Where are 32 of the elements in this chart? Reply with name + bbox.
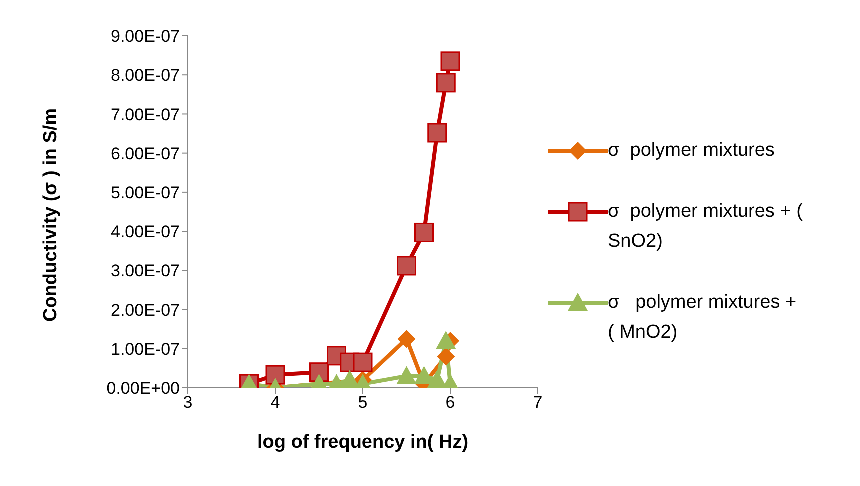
point [397,256,416,276]
x-axis-title: log of frequency in( Hz) [257,432,469,453]
point [396,366,417,384]
x-tick-label: 7 [533,393,543,412]
y-axis-title: Conductivity (σ ) in S/m [40,108,62,322]
y-tick-label: 8.00E-07 [111,66,180,86]
point [437,348,456,366]
legend-label: σ polymer mixtures + ( MnO2) [608,290,798,344]
point [436,73,456,93]
point [414,222,434,242]
y-tick-label: 1.00E-07 [111,340,180,359]
x-tick-label: 3 [183,393,193,412]
point [353,352,373,372]
x-tick-label: 4 [270,393,280,412]
legend-label: σ polymer mixtures + ( SnO2) [608,200,804,254]
y-tick-label: 6.00E-07 [111,144,180,164]
point [398,330,416,348]
point [310,362,329,382]
x-tick-label: 6 [446,393,456,412]
y-tick-label: 5.00E-07 [111,183,180,202]
y-tick-label: 9.00E-07 [111,27,180,46]
x-tick-label: 5 [358,393,368,412]
point [428,123,448,143]
y-tick-label: 4.00E-07 [111,222,180,242]
point [266,365,286,385]
y-tick-label: 3.00E-07 [111,262,180,281]
y-tick-label: 2.00E-07 [111,300,180,320]
point [440,52,460,72]
point [436,331,456,350]
legend-label: σ polymer mixtures [608,138,776,162]
y-tick-label: 0.00E+00 [106,379,180,398]
y-tick-label: 7.00E-07 [111,105,180,124]
